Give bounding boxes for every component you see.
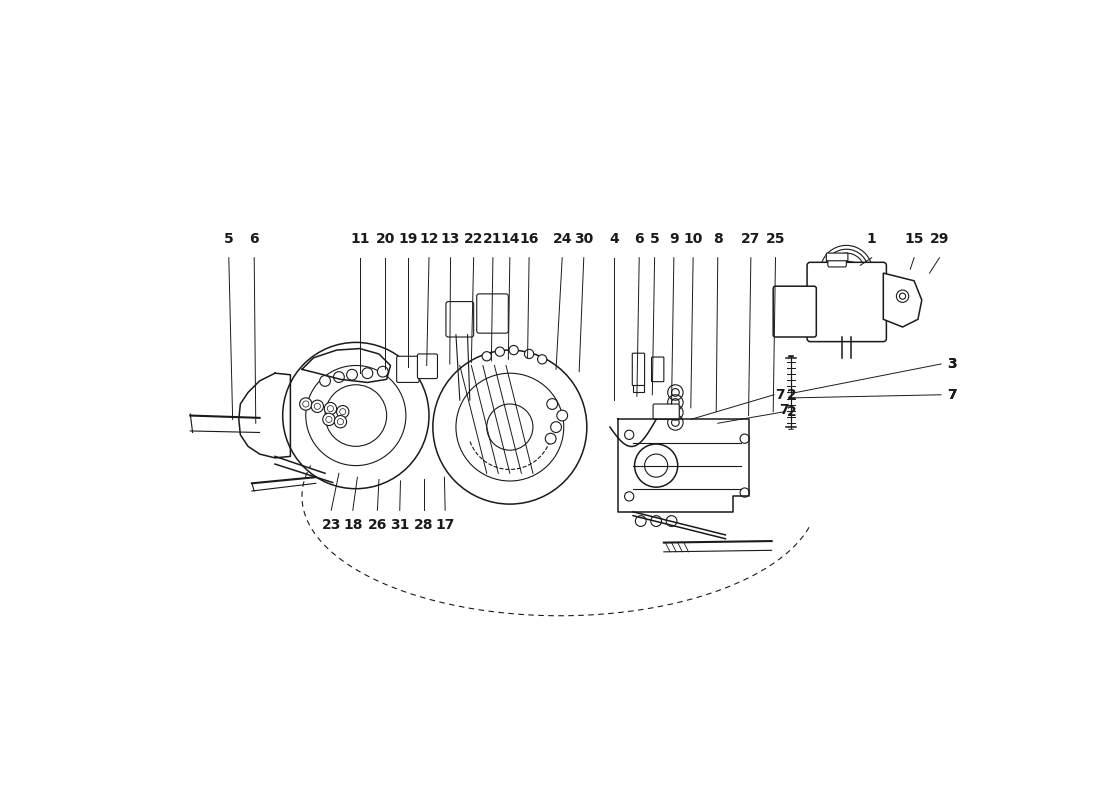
FancyBboxPatch shape [632,353,645,386]
Text: 10: 10 [683,232,703,246]
Text: 5: 5 [650,232,660,246]
Circle shape [495,347,505,356]
Text: 2: 2 [788,405,796,418]
FancyBboxPatch shape [418,354,438,378]
Text: 23: 23 [321,518,341,532]
Circle shape [322,414,335,426]
Circle shape [625,430,634,439]
Circle shape [740,488,749,497]
Text: 7: 7 [947,388,957,402]
Text: 11: 11 [350,232,370,246]
Text: 21: 21 [483,232,503,246]
Text: 28: 28 [414,518,433,532]
Text: 25: 25 [766,232,785,246]
Text: 1: 1 [867,232,877,246]
Text: 5: 5 [224,232,233,246]
Text: 31: 31 [390,518,409,532]
FancyBboxPatch shape [651,357,664,382]
Text: 3: 3 [947,357,957,371]
Text: 27: 27 [741,232,760,246]
Text: 4: 4 [609,232,618,246]
FancyBboxPatch shape [826,253,848,261]
FancyBboxPatch shape [828,254,846,267]
Circle shape [636,516,646,526]
Circle shape [667,516,676,526]
FancyBboxPatch shape [773,286,816,337]
Circle shape [362,368,373,378]
Text: 9: 9 [669,232,679,246]
Text: 22: 22 [464,232,483,246]
Circle shape [311,400,323,413]
Text: 19: 19 [398,232,418,246]
Text: 15: 15 [904,232,924,246]
Text: 30: 30 [574,232,593,246]
Circle shape [337,406,349,418]
Text: 24: 24 [552,232,572,246]
Text: 2: 2 [788,388,796,402]
Text: 7: 7 [776,388,785,402]
Circle shape [551,422,561,433]
FancyBboxPatch shape [446,302,474,337]
Circle shape [346,370,358,380]
FancyBboxPatch shape [807,262,887,342]
Circle shape [509,346,518,354]
Text: 16: 16 [519,232,539,246]
Circle shape [324,402,337,414]
FancyBboxPatch shape [634,385,643,393]
Circle shape [538,354,547,364]
Text: 13: 13 [441,232,460,246]
Circle shape [320,375,330,386]
Circle shape [299,398,312,410]
Text: 17: 17 [436,518,455,532]
Circle shape [651,516,661,526]
Circle shape [625,492,634,501]
Text: 6: 6 [250,232,258,246]
Text: 18: 18 [343,518,363,532]
Text: 29: 29 [930,232,949,246]
Circle shape [334,415,346,428]
Circle shape [547,398,558,410]
Circle shape [546,434,557,444]
Polygon shape [883,273,922,327]
Text: 12: 12 [419,232,439,246]
Text: 20: 20 [375,232,395,246]
Text: 7: 7 [779,403,789,417]
Circle shape [333,372,344,382]
Circle shape [740,434,749,443]
Circle shape [525,350,533,358]
Circle shape [557,410,568,421]
Circle shape [896,290,909,302]
FancyBboxPatch shape [476,294,508,333]
Text: 14: 14 [500,232,519,246]
Circle shape [482,352,492,361]
Text: 26: 26 [367,518,387,532]
Text: 7: 7 [947,388,957,402]
FancyBboxPatch shape [397,356,419,382]
Text: 3: 3 [947,357,957,371]
FancyBboxPatch shape [653,404,680,419]
Circle shape [377,366,388,377]
Text: 8: 8 [713,232,723,246]
Text: 6: 6 [635,232,643,246]
